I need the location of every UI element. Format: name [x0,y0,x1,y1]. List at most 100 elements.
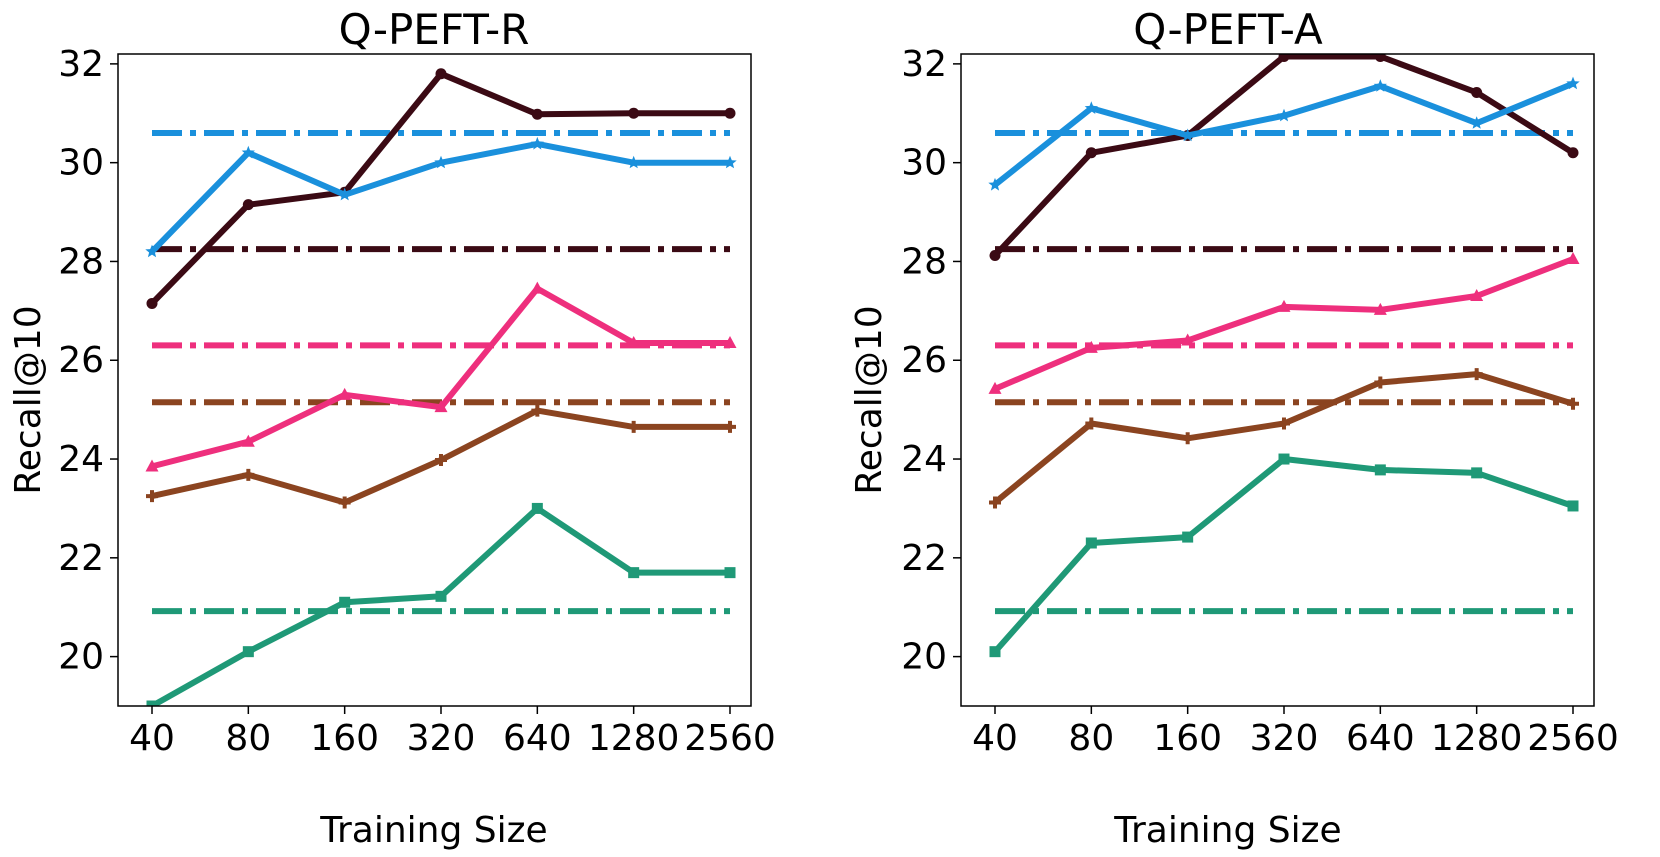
series-group [146,404,736,509]
square-marker [339,596,351,608]
triangle-marker [1181,333,1195,346]
circle-marker [1567,147,1579,159]
square-marker [1471,467,1483,479]
triangle-marker [241,434,255,447]
plus-marker [627,420,640,433]
x-tick-label: 160 [310,718,379,759]
series-line [149,505,733,706]
square-marker [1567,500,1579,512]
plus-marker [338,496,351,509]
square-marker [628,567,640,579]
star-marker [1566,76,1580,90]
series-line [992,456,1576,655]
triangle-marker [1277,299,1291,312]
x-tick-label: 640 [1346,718,1415,759]
chart-title: Q-PEFT-A [1133,5,1323,54]
series-group [988,251,1580,394]
y-tick-label: 22 [901,538,947,579]
x-tick-label: 320 [1250,718,1319,759]
triangle-marker [434,400,448,413]
plot-area: 20 22 24 26 28 30 32 40 80 160 320 640 1280 2560 [58,44,776,759]
star-marker [988,177,1002,191]
plus-marker [1567,397,1579,410]
square-marker [989,646,1001,658]
plus-marker [1181,432,1194,445]
plus-marker [724,420,736,433]
y-tick-label: 22 [58,538,104,579]
square-marker [1278,453,1290,465]
x-tick-label: 160 [1153,718,1222,759]
series-line [149,70,733,307]
plot-area: 20 22 24 26 28 30 32 40 80 160 320 640 1280 2560 [901,44,1619,759]
plus-marker [1374,376,1387,389]
y-tick-label: 32 [901,44,947,85]
y-tick-label: 24 [58,439,104,480]
star-marker [1084,101,1098,114]
x-tick-label: 320 [407,718,476,759]
x-tick-label: 80 [225,718,271,759]
series-group [146,502,736,706]
series-line [992,371,1576,506]
panel-q-peft-r: Q-PEFT-R Training Size Recall@10 20 22 24 2… [8,5,776,851]
x-axis-label: Training Size [1113,810,1341,851]
series-group [145,281,737,472]
star-marker [723,155,737,169]
circle-marker [435,68,447,80]
star-marker [1181,128,1195,142]
y-tick-label: 20 [901,637,947,678]
y-tick-label: 28 [901,241,947,282]
series-line [149,285,733,470]
panel-q-peft-a: Q-PEFT-A Training Size Recall@10 20 22 24 2… [849,5,1619,851]
series-group [145,136,737,258]
triangle-marker [627,335,641,348]
circle-marker [724,107,736,119]
triangle-marker [1373,302,1387,315]
series-group [989,54,1579,262]
triangle-marker [530,281,544,294]
y-tick-label: 32 [58,44,104,85]
square-marker [1182,531,1194,543]
plot-frame [117,53,752,707]
star-marker [1277,108,1291,122]
triangle-marker [338,387,352,400]
triangle-marker [1566,251,1580,264]
triangle-marker [1084,340,1098,353]
star-marker [434,155,448,169]
x-tick-label: 2560 [684,718,776,759]
circle-marker [1278,54,1290,62]
star-marker [241,145,255,159]
plus-marker [989,496,1001,509]
triangle-marker [1470,289,1484,302]
star-marker [627,155,641,169]
y-tick-label: 20 [58,637,104,678]
triangle-marker [988,381,1002,394]
x-tick-label: 40 [129,718,175,759]
y-tick-label: 28 [58,241,104,282]
x-axis-label: Training Size [319,810,547,851]
plus-marker [1085,417,1098,430]
x-tick-label: 1280 [588,718,680,759]
circle-marker [242,199,254,211]
y-tick-label: 30 [901,143,947,184]
y-axis-label: Recall@10 [849,305,890,494]
square-marker [1085,537,1097,549]
y-axis-label: Recall@10 [8,305,49,494]
circle-marker [1471,87,1483,99]
series-line [992,54,1576,259]
y-tick-label: 24 [901,439,947,480]
chart-title: Q-PEFT-R [339,5,530,54]
x-tick-label: 2560 [1527,718,1619,759]
circle-marker [628,107,640,119]
plus-marker [435,454,447,467]
plus-marker [531,404,544,417]
series-group [988,76,1580,191]
star-marker [1470,116,1484,129]
plus-marker [1470,368,1483,381]
plus-marker [242,468,255,481]
square-marker [1374,464,1386,476]
plus-marker [1278,417,1290,430]
square-marker [242,646,254,658]
circle-marker [989,250,1001,262]
y-tick-label: 26 [901,340,947,381]
plot-frame [960,53,1595,707]
